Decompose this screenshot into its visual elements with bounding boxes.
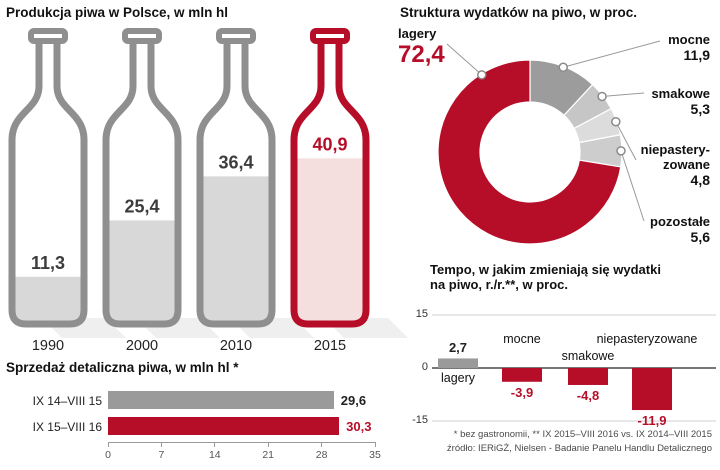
bottle-cap — [122, 28, 162, 44]
segment-value: 11,9 — [683, 47, 710, 63]
bottle-2010: 36,4 — [196, 28, 276, 328]
footnote-source: źródło: IERiGŻ, Nielsen - Badanie Panelu… — [446, 443, 712, 454]
tempo-label-lagery: lagery — [440, 371, 476, 385]
retail-bar-value: 30,3 — [346, 419, 372, 434]
production-title: Produkcja piwa w Polsce, w mln hl — [6, 5, 229, 20]
bottle-2000: 25,4 — [102, 28, 182, 328]
donut-label-lagery: lagery 72,4 — [398, 26, 488, 68]
retail-bar-0 — [108, 391, 334, 409]
production-chart: 11,3 1990 25,4 2000 36,4 2010 40,9 2015 — [0, 0, 408, 360]
tempo-bar-chart — [432, 314, 716, 422]
bottle-fill-level — [200, 176, 272, 324]
tempo-label-niepasteryzowane: niepasteryzowane — [596, 332, 698, 346]
bottle-outline — [196, 40, 276, 328]
tempo-bar-niepasteryzowane — [632, 368, 672, 411]
bottle-cap — [310, 28, 350, 44]
segment-label: smakowe — [651, 86, 710, 101]
bottle-value-2010: 36,4 — [218, 152, 253, 172]
bottle-outline — [290, 40, 370, 328]
tempo-bar-smakowe — [568, 368, 608, 385]
tempo-title-line1: Tempo, w jakim zmieniają się wydatki — [430, 262, 661, 277]
bottle-year-2000: 2000 — [125, 338, 159, 354]
retail-bar-value: 29,6 — [340, 393, 367, 408]
tempo-label-smakowe: smakowe — [561, 349, 615, 363]
tempo-bar-mocne — [502, 368, 542, 382]
segment-label-line2: zowane — [663, 157, 710, 172]
leader-dot-pozostałe — [616, 146, 626, 156]
segment-value: 5,3 — [690, 101, 710, 117]
retail-axis-tick — [321, 442, 323, 447]
segment-value: 72,4 — [398, 41, 445, 68]
bottle-value-2015: 40,9 — [312, 134, 347, 154]
leader-dot-smakowe — [597, 91, 607, 102]
leader-line-pozostałe — [620, 150, 645, 222]
bottle-fill-level — [294, 158, 366, 324]
tempo-ytick-neg15: -15 — [412, 414, 428, 426]
retail-axis-tick — [374, 442, 376, 447]
retail-axis-line — [108, 442, 375, 443]
retail-chart: IX 14–VIII 15 29,6 IX 15–VIII 16 30,3 0 7 14 21… — [32, 391, 381, 461]
tempo-value-mocne: -3,9 — [510, 385, 534, 400]
tempo-label-mocne: mocne — [503, 332, 541, 346]
bottle-2015: 40,9 — [290, 28, 370, 328]
tempo-title-line2: na piwo, r./r.**, w proc. — [430, 277, 568, 292]
retail-row-label: IX 14–VIII 15 — [32, 394, 102, 408]
segment-label: mocne — [668, 32, 710, 47]
segment-label-line1: niepastery- — [640, 142, 710, 157]
bottle-fill-level — [106, 220, 178, 324]
bottle-year-2010: 2010 — [219, 338, 253, 354]
leader-line-lagery — [446, 43, 483, 76]
donut-label-smakowe: smakowe 5,3 — [651, 86, 710, 118]
retail-axis-tick-label: 0 — [105, 449, 111, 461]
retail-row-label: IX 15–VIII 16 — [32, 420, 102, 434]
leader-line-niepasteryzowane — [615, 121, 637, 161]
bottle-value-1990: 11,3 — [31, 253, 65, 273]
segment-value: 5,6 — [690, 229, 710, 245]
segment-label: pozostałe — [650, 214, 710, 229]
spending-structure-donut — [437, 40, 661, 245]
donut-label-pozostale: pozostałe 5,6 — [650, 214, 710, 246]
segment-label: lagery — [398, 26, 437, 41]
bottle-year-1990: 1990 — [31, 338, 65, 354]
retail-axis-tick-label: 21 — [262, 449, 275, 461]
retail-bar-1 — [108, 417, 340, 435]
retail-axis-tick-label: 28 — [315, 449, 328, 461]
retail-axis-tick — [214, 442, 216, 447]
retail-axis-tick-label: 14 — [208, 449, 221, 461]
tempo-bar-lagery — [438, 358, 478, 368]
bottle-outline — [8, 40, 88, 328]
structure-title: Struktura wydatków na piwo, w proc. — [400, 5, 638, 20]
bottle-cap — [216, 28, 256, 44]
leader-line-smakowe — [602, 92, 645, 97]
tempo-ytick-15: 15 — [415, 308, 428, 320]
leader-line-mocne — [563, 40, 661, 68]
donut-label-mocne: mocne 11,9 — [668, 32, 710, 64]
tempo-value-niepasteryzowane: -11,9 — [637, 413, 667, 428]
tempo-value-smakowe: -4,8 — [576, 388, 600, 403]
bottle-cap — [28, 28, 68, 44]
retail-title: Sprzedaż detaliczna piwa, w mln hl * — [6, 360, 239, 375]
bottle-fill-level — [12, 276, 84, 324]
segment-value: 4,8 — [690, 172, 710, 188]
leader-dot-lagery — [477, 70, 487, 80]
bottle-year-2015: 2015 — [313, 338, 347, 354]
tempo-value-lagery: 2,7 — [448, 340, 468, 355]
retail-axis-tick — [267, 442, 269, 447]
donut-slice-lagery — [437, 59, 622, 245]
bottle-outline — [102, 40, 182, 328]
retail-axis-tick-label: 35 — [369, 449, 381, 461]
retail-axis-tick-label: 7 — [158, 449, 165, 461]
leader-dot-mocne — [558, 62, 568, 73]
bottle-1990: 11,3 — [8, 28, 88, 328]
footnote-asterisks: * bez gastronomii, ** IX 2015–VIII 2016 … — [453, 429, 712, 440]
bottle-value-2000: 25,4 — [124, 196, 159, 216]
donut-label-niepasteryzowane: niepastery- zowane 4,8 — [641, 142, 710, 189]
retail-axis-tick — [160, 442, 162, 447]
tempo-ytick-0: 0 — [421, 361, 428, 373]
leader-dot-niepasteryzowane — [611, 116, 621, 127]
retail-axis-tick — [107, 442, 109, 447]
